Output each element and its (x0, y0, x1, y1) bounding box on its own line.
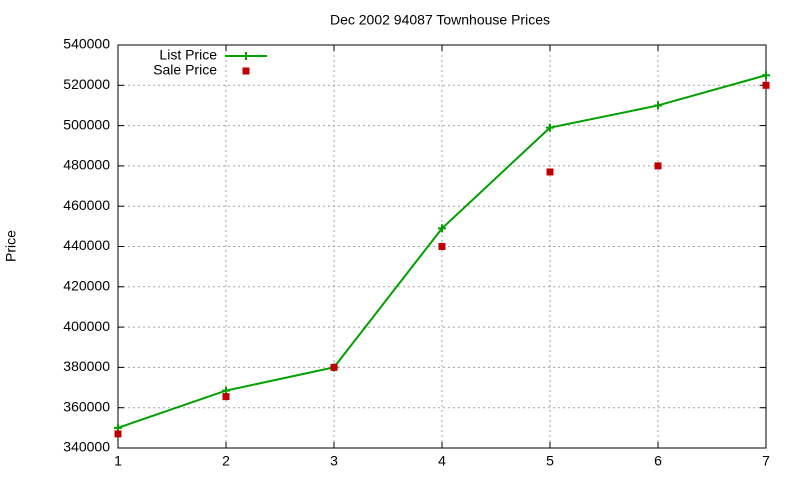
point (762, 71, 770, 80)
legend-marker (242, 67, 250, 75)
point (654, 101, 662, 110)
point (222, 393, 230, 401)
y-tick-label: 360000 (63, 398, 110, 414)
x-tick-label: 1 (114, 453, 122, 469)
point (546, 168, 554, 176)
point (438, 224, 446, 233)
x-tick-label: 2 (222, 453, 230, 469)
y-tick-label: 420000 (63, 278, 110, 294)
y-tick-label: 540000 (63, 36, 110, 52)
point (762, 81, 770, 89)
y-tick-label: 460000 (63, 197, 110, 213)
point (654, 162, 662, 170)
y-tick-label: 500000 (63, 116, 110, 132)
point (438, 243, 446, 250)
y-tick-label: 440000 (63, 237, 110, 253)
y-tick-label: 520000 (63, 76, 110, 92)
point (330, 363, 338, 371)
legend-label: Sale Price (153, 62, 217, 78)
x-tick-label: 6 (654, 453, 662, 469)
y-tick-label: 340000 (63, 439, 110, 455)
x-tick-label: 3 (330, 453, 338, 469)
legend-label: List Price (159, 47, 217, 63)
plot-border (117, 44, 767, 449)
chart-title: Dec 2002 94087 Townhouse Prices (330, 12, 550, 28)
y-tick-label: 380000 (63, 358, 110, 374)
point (114, 430, 122, 438)
y-tick-label: 400000 (63, 318, 110, 334)
y-axis-label: Price (3, 230, 19, 262)
x-tick-label: 7 (762, 453, 770, 469)
x-tick-label: 5 (546, 453, 554, 469)
x-tick-label: 4 (438, 453, 446, 469)
y-tick-label: 480000 (63, 157, 110, 173)
point (546, 123, 554, 132)
legend-marker (242, 52, 250, 60)
